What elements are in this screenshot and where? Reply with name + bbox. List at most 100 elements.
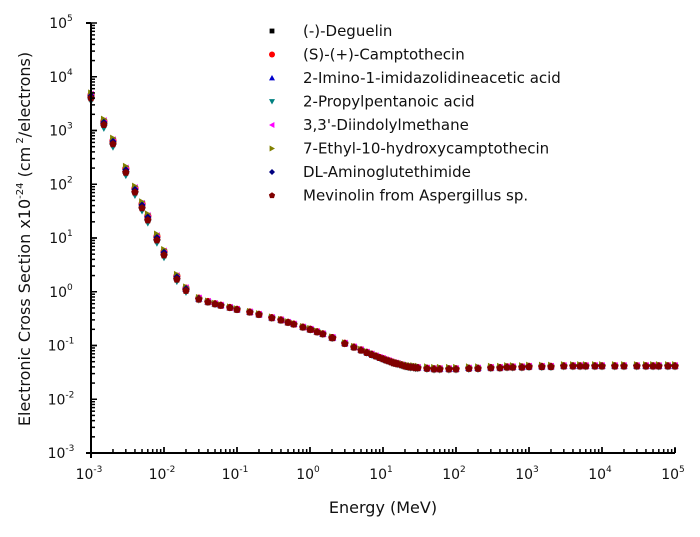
data-point [233,305,241,313]
data-point [138,204,146,212]
data-point [452,365,460,373]
y-axis-title-unit-post: /electrons) [15,52,34,137]
data-point [560,362,568,370]
legend-item: (-)-Deguelin [269,22,392,40]
data-point [591,362,599,370]
svg-text:Electronic Cross Section x10-2: Electronic Cross Section x10-24 (cm 2/el… [15,52,34,426]
data-point [306,325,315,333]
y-tick-label: 103 [49,122,73,140]
legend-marker-triangle-left-icon [269,122,275,128]
legend-label: 3,3'-Diindolylmethane [303,116,469,134]
data-point [284,318,292,326]
y-tick-label: 101 [49,229,73,247]
data-point [131,188,139,196]
data-point [664,362,672,370]
data-point [445,365,453,373]
data-point [328,334,337,342]
legend-marker-square-icon [269,28,275,34]
legend-label: DL-Aminoglutethimide [303,163,471,181]
axes [86,22,676,458]
y-axis-title-exp: -24 [15,183,26,199]
data-point [268,314,276,322]
data-point [582,362,590,370]
data-point [204,298,212,306]
data-point [538,362,546,371]
data-point [655,362,663,370]
data-point [503,363,511,371]
legend-marker-circle-icon [269,51,275,58]
x-tick-label: 105 [661,465,685,483]
data-point [518,363,526,371]
legend-marker-triangle-up-icon [269,75,275,81]
data-point [290,320,298,328]
legend-item: 2-Imino-1-imidazolidineacetic acid [269,69,561,87]
legend-item: Mevinolin from Aspergillus sp. [268,187,528,205]
legend-item: (S)-(+)-Camptothecin [269,46,465,64]
legend-item: 7-Ethyl-10-hydroxycamptothecin [269,140,549,158]
legend-label: 7-Ethyl-10-hydroxycamptothecin [303,140,549,158]
data-point [487,364,495,372]
data-point [509,363,517,371]
data-point [633,362,641,370]
x-tick-label: 104 [588,465,612,483]
data-point [109,140,117,148]
legend-marker-triangle-right-icon [269,145,275,152]
data-point [255,310,263,318]
data-point [474,364,482,372]
y-tick-label: 105 [49,14,73,32]
data-point [277,316,285,324]
series-2 [87,92,679,372]
data-point [414,364,422,372]
data-point [226,303,234,311]
x-tick-label: 101 [369,465,393,483]
data-point [423,364,431,372]
data-point [525,362,533,371]
data-point [313,328,321,336]
data-point [436,365,444,373]
legend-label: 2-Imino-1-imidazolidineacetic acid [303,69,561,87]
data-point [611,362,619,370]
x-tick-label: 102 [442,465,466,483]
plot-area [87,89,679,374]
data-point [465,364,473,372]
y-axis-title-unit: (cm [15,147,34,178]
y-tick-label: 104 [49,68,73,86]
data-point [144,216,152,224]
tick-labels: 10-3 10-2 10-1 100 101 102 103 104 105 10-3 10-2 10… [48,14,685,483]
data-point [642,362,650,370]
y-tick-label: 102 [49,175,73,193]
legend-label: (S)-(+)-Camptothecin [303,46,465,64]
data-point [569,362,577,370]
data-point [211,300,219,308]
y-tick-label: 10-1 [48,337,75,355]
x-tick-label: 10-3 [76,465,103,483]
legend-item: DL-Aminoglutethimide [269,163,471,181]
data-point [100,120,108,128]
data-point [246,308,254,316]
x-tick-label: 103 [515,465,539,483]
legend: (-)-Deguelin (S)-(+)-Camptothecin 2-Imino-… [268,22,561,205]
x-axis-title: Energy (MeV) [329,498,437,517]
y-tick-label: 10-3 [48,444,75,462]
data-point [620,362,628,370]
x-tick-label: 10-2 [149,465,176,483]
data-point [160,251,168,259]
data-point [357,346,365,354]
data-point [153,236,161,244]
data-point [350,343,358,351]
data-point [299,323,307,331]
data-point [195,295,203,303]
data-point [649,362,657,370]
data-point [217,301,225,309]
legend-label: 2-Propylpentanoic acid [303,93,475,111]
data-point [598,362,606,370]
data-point [547,362,555,371]
data-point [430,365,438,373]
legend-label: Mevinolin from Aspergillus sp. [303,187,528,205]
legend-marker-triangle-down-icon [269,99,275,105]
data-point [319,330,327,338]
legend-marker-diamond-icon [269,169,275,175]
legend-item: 3,3'-Diindolylmethane [269,116,469,134]
legend-label: (-)-Deguelin [303,22,392,40]
